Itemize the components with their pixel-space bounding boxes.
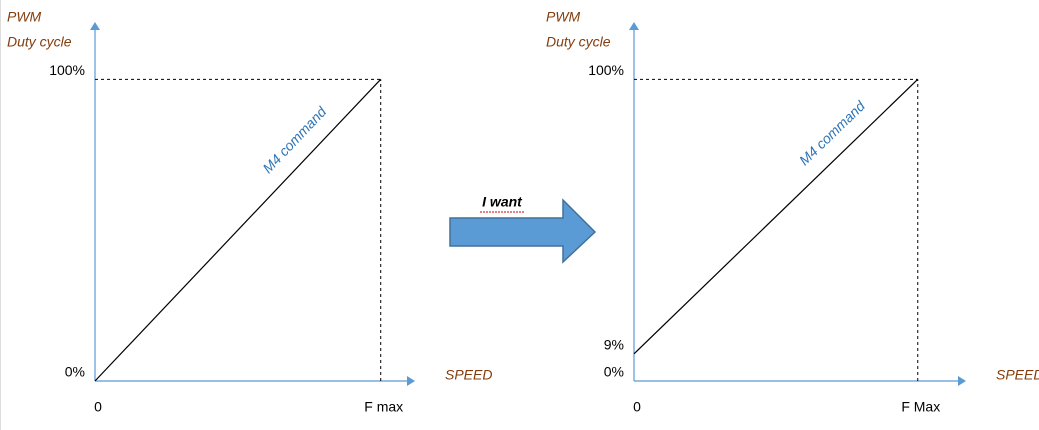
x-axis-label: SPEED	[445, 367, 492, 383]
y-axis-label: PWM	[7, 9, 42, 25]
x-axis-arrow	[407, 376, 415, 386]
y-axis-label: PWM	[546, 9, 581, 25]
y-tick-label: 0%	[65, 364, 85, 380]
arrow	[449, 198, 597, 264]
y-axis-label: Duty cycle	[7, 34, 72, 50]
y-tick-label: 0%	[604, 364, 624, 380]
y-tick-label: 100%	[49, 62, 85, 78]
data-line	[94, 78, 382, 382]
y-axis-arrow	[629, 22, 639, 30]
data-line	[633, 78, 919, 355]
y-axis-arrow	[90, 22, 100, 30]
y-tick-label: 9%	[604, 337, 624, 353]
x-tick-label: F Max	[901, 399, 940, 415]
x-tick-label: 0	[633, 399, 641, 415]
series-label: M4 command	[796, 97, 869, 168]
y-tick-label: 100%	[588, 62, 624, 78]
annotation: I want	[482, 194, 523, 210]
x-tick-label: 0	[94, 399, 102, 415]
x-tick-label: F max	[364, 399, 403, 415]
series-label: M4 command	[259, 103, 330, 176]
y-axis-label: Duty cycle	[546, 34, 611, 50]
x-axis-label: SPEED	[996, 367, 1039, 383]
x-axis-arrow	[958, 376, 966, 386]
